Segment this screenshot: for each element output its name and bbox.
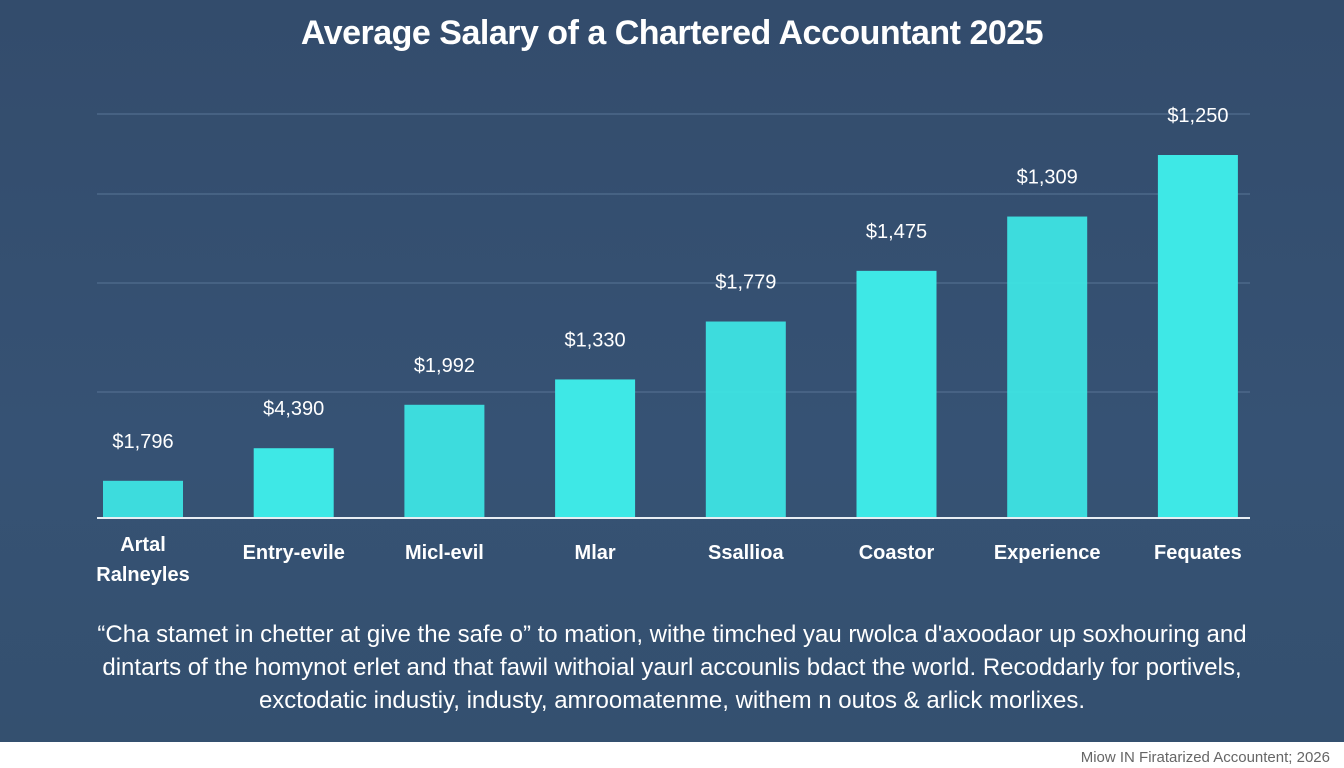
bar bbox=[856, 270, 937, 517]
category-label: Ralneyles bbox=[96, 564, 189, 586]
chart-title: Average Salary of a Chartered Accountant… bbox=[300, 14, 1044, 52]
category-label: Entry-evile bbox=[243, 542, 345, 564]
category-label: Mlar bbox=[575, 542, 616, 564]
category-label: Micl-evil bbox=[405, 542, 484, 564]
category-label: Coastor bbox=[859, 542, 935, 564]
bar bbox=[253, 448, 334, 517]
bar bbox=[555, 379, 636, 517]
bar bbox=[1157, 155, 1238, 517]
footer-credit: Miow IN Firatarized Accountent; 2026 bbox=[1080, 749, 1330, 766]
data-label: $1,250 bbox=[1167, 105, 1228, 127]
category-label: Fequates bbox=[1154, 542, 1242, 564]
data-label: $1,796 bbox=[112, 431, 173, 453]
data-label: $1,779 bbox=[715, 272, 776, 294]
data-label: $1,330 bbox=[565, 329, 626, 351]
bar bbox=[705, 321, 786, 517]
category-label: Experience bbox=[994, 542, 1101, 564]
data-label: $1,992 bbox=[414, 355, 475, 377]
bar bbox=[103, 480, 183, 517]
category-label: Artal bbox=[120, 534, 166, 556]
bar bbox=[1007, 216, 1088, 518]
data-label: $1,475 bbox=[866, 221, 927, 243]
bar-chart: $1,796 Artal Ralneyles $4,390 Entry-evile $1,… bbox=[96, 105, 1250, 586]
category-label: Ssallioa bbox=[708, 542, 784, 564]
bar bbox=[404, 404, 485, 517]
data-label: $4,390 bbox=[263, 398, 324, 420]
data-label: $1,309 bbox=[1017, 167, 1078, 189]
chart-panel bbox=[0, 0, 1344, 742]
caption-text: “Cha stamet in chetter at give the safe … bbox=[97, 621, 1247, 714]
